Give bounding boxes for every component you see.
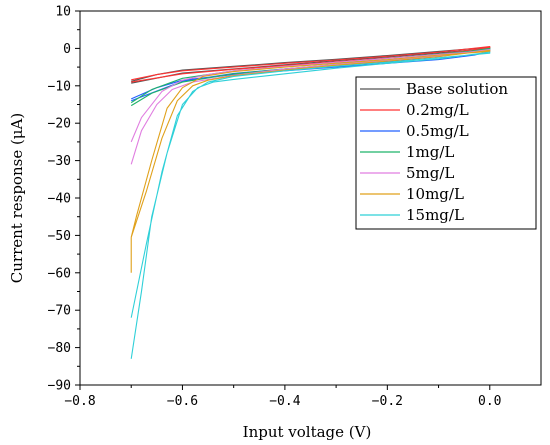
- plot-lines: [130, 45, 491, 359]
- legend-label-2: 0.5mg/L: [406, 122, 469, 140]
- y-tick-label: −30: [48, 154, 71, 169]
- legend: Base solution 0.2mg/L 0.5mg/L 1mg/L 5mg/L 10m…: [355, 76, 537, 230]
- x-tick-label: 0.0: [478, 394, 501, 409]
- series-line-6: [130, 51, 491, 359]
- y-tick-label: −10: [48, 79, 71, 94]
- legend-label-6: 15mg/L: [406, 206, 464, 224]
- y-tick-label: −50: [48, 229, 71, 244]
- y-tick-label: −70: [48, 304, 71, 319]
- y-tick-label: −40: [48, 192, 71, 207]
- x-tick-label: −0.2: [372, 394, 403, 409]
- legend-label-5: 10mg/L: [406, 185, 464, 203]
- series-line-1: [131, 45, 491, 83]
- x-tick-label: −0.4: [269, 394, 300, 409]
- x-axis: −0.8 −0.6 −0.4 −0.2 0.0: [64, 385, 502, 409]
- y-tick-label: −80: [48, 341, 71, 356]
- y-tick-label: −60: [48, 266, 71, 281]
- y-tick-label: 0: [63, 42, 71, 57]
- y-axis: 10 0 −10 −20 −30 −40 −50 −60 −70 −80 −90: [48, 5, 80, 394]
- legend-label-4: 5mg/L: [406, 164, 454, 182]
- x-tick-label: −0.6: [167, 394, 198, 409]
- series-line-5: [130, 49, 491, 273]
- y-tick-label: −90: [48, 379, 71, 394]
- legend-label-3: 1mg/L: [406, 143, 454, 161]
- x-tick-label: −0.8: [64, 394, 95, 409]
- legend-box: [355, 76, 537, 230]
- x-axis-title: Input voltage (V): [243, 423, 372, 441]
- legend-label-1: 0.2mg/L: [406, 101, 469, 119]
- legend-label-0: Base solution: [406, 80, 508, 98]
- y-axis-title: Current response (μA): [8, 113, 26, 283]
- y-tick-label: −20: [48, 117, 71, 132]
- y-tick-label: 10: [55, 5, 71, 20]
